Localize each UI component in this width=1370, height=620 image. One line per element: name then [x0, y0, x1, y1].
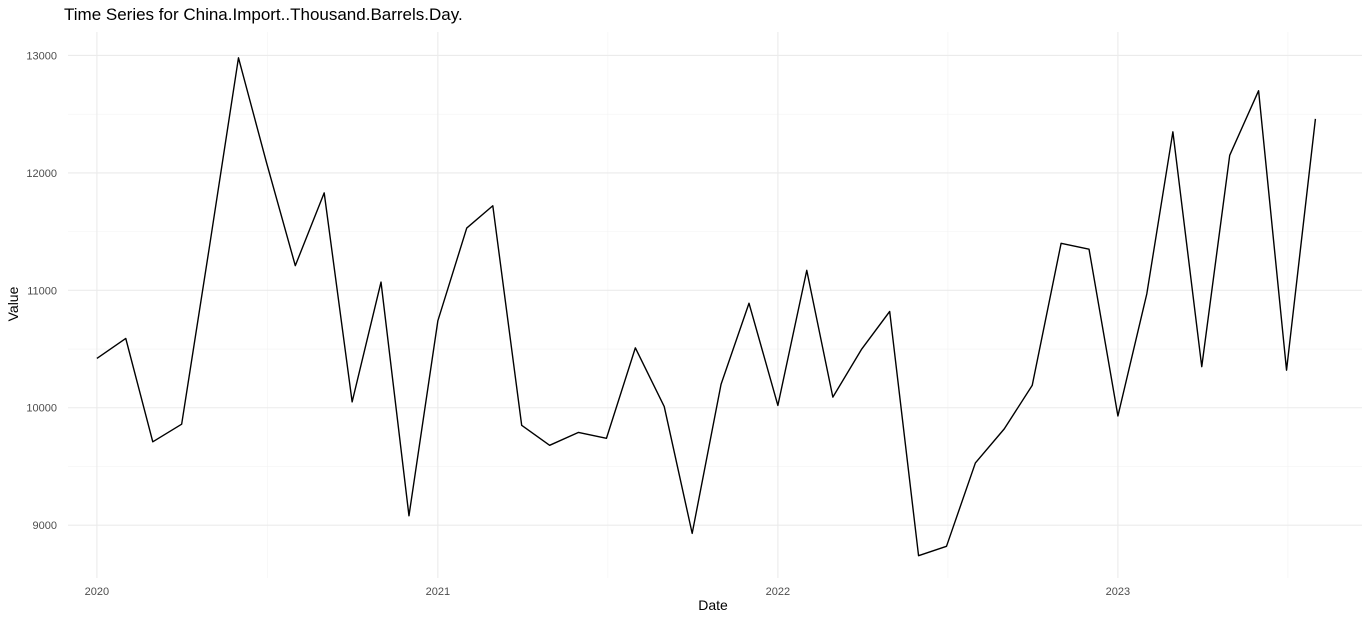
y-axis-label: Value — [5, 286, 21, 321]
x-tick-label: 2021 — [426, 586, 450, 598]
x-axis-ticks: 2020 2021 2022 2023 — [85, 586, 1131, 598]
x-tick-label: 2023 — [1106, 586, 1130, 598]
x-tick-label: 2020 — [85, 586, 109, 598]
y-tick-label: 11000 — [27, 285, 57, 297]
y-tick-label: 12000 — [26, 168, 57, 180]
series-line — [96, 57, 1317, 557]
series-group — [96, 57, 1317, 557]
x-tick-label: 2022 — [766, 586, 790, 598]
y-tick-label: 10000 — [26, 403, 57, 415]
x-axis-label: Date — [698, 597, 728, 613]
y-tick-label: 9000 — [33, 520, 57, 532]
major-gridlines — [68, 32, 1362, 578]
chart-title: Time Series for China.Import..Thousand.B… — [64, 5, 463, 24]
y-tick-label: 13000 — [26, 50, 57, 62]
minor-gridlines — [68, 32, 1362, 578]
y-axis-ticks: 9000 10000 11000 12000 13000 — [26, 50, 57, 532]
